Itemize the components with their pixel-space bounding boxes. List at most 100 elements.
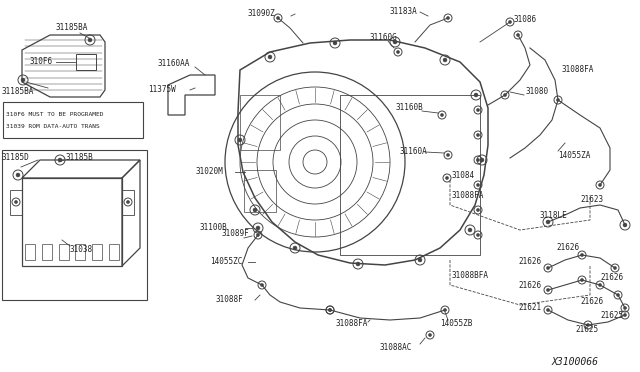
Bar: [76, 54, 96, 70]
Circle shape: [516, 33, 520, 36]
Text: 31088FA: 31088FA: [335, 318, 367, 327]
Text: 14055ZB: 14055ZB: [440, 318, 472, 327]
Text: 31160AA: 31160AA: [158, 60, 190, 68]
Text: X3100066: X3100066: [552, 357, 598, 367]
Text: 31160G: 31160G: [370, 33, 397, 42]
Text: 31039 ROM DATA-AUTO TRANS: 31039 ROM DATA-AUTO TRANS: [6, 124, 100, 128]
Circle shape: [445, 176, 449, 180]
Text: 31089F: 31089F: [222, 228, 250, 237]
Circle shape: [356, 262, 360, 266]
Text: 21626: 21626: [518, 280, 541, 289]
Circle shape: [580, 253, 584, 257]
Circle shape: [476, 183, 479, 187]
Text: 31160A: 31160A: [400, 148, 428, 157]
Circle shape: [598, 283, 602, 286]
Circle shape: [443, 58, 447, 62]
Circle shape: [468, 228, 472, 232]
Bar: [92, 244, 102, 260]
Circle shape: [476, 208, 479, 212]
Circle shape: [127, 201, 129, 203]
Circle shape: [428, 333, 431, 337]
Bar: [76, 244, 85, 260]
Text: 31185BA: 31185BA: [56, 23, 88, 32]
Text: 21623: 21623: [580, 196, 603, 205]
Bar: [25, 244, 35, 260]
Circle shape: [580, 278, 584, 282]
Circle shape: [623, 313, 627, 317]
Circle shape: [547, 288, 550, 292]
Text: 31086: 31086: [513, 16, 536, 25]
Text: 3118LE: 3118LE: [540, 211, 568, 219]
Text: 31038: 31038: [70, 246, 93, 254]
Circle shape: [393, 40, 397, 44]
Text: 31088FA: 31088FA: [452, 192, 484, 201]
Text: 21625: 21625: [600, 311, 623, 320]
Circle shape: [88, 38, 92, 42]
Circle shape: [547, 266, 550, 270]
Circle shape: [447, 16, 450, 20]
Bar: [244, 170, 276, 212]
Circle shape: [260, 283, 264, 286]
Text: 31020M: 31020M: [196, 167, 224, 176]
Circle shape: [16, 173, 20, 177]
Circle shape: [257, 233, 260, 237]
Text: 31088AC: 31088AC: [380, 343, 412, 352]
Text: 31080: 31080: [525, 87, 548, 96]
Text: 31185B: 31185B: [65, 153, 93, 161]
Text: 21626: 21626: [580, 298, 603, 307]
Circle shape: [15, 201, 18, 203]
Circle shape: [238, 138, 242, 142]
Circle shape: [253, 208, 257, 212]
Circle shape: [598, 183, 602, 187]
Circle shape: [21, 78, 25, 82]
Bar: [2, 150, 147, 300]
Text: 21626: 21626: [556, 244, 579, 253]
Text: 11375W: 11375W: [148, 86, 176, 94]
Circle shape: [476, 134, 479, 137]
Text: 14055ZA: 14055ZA: [558, 151, 590, 160]
Circle shape: [474, 93, 478, 97]
Text: 31185BA: 31185BA: [1, 87, 33, 96]
Circle shape: [476, 108, 479, 112]
Circle shape: [504, 93, 507, 97]
Text: 31160B: 31160B: [395, 103, 423, 112]
Circle shape: [623, 223, 627, 227]
Text: 310F6: 310F6: [30, 58, 53, 67]
Circle shape: [328, 308, 332, 312]
Text: 31185D: 31185D: [2, 153, 29, 161]
Text: 310F6 MUST TO BE PROGRAMED: 310F6 MUST TO BE PROGRAMED: [6, 112, 104, 116]
Circle shape: [268, 55, 272, 59]
Circle shape: [476, 233, 479, 237]
Circle shape: [440, 113, 444, 116]
Text: 31088F: 31088F: [215, 295, 243, 305]
Text: 31084: 31084: [452, 171, 475, 180]
Text: 31088FA: 31088FA: [562, 65, 595, 74]
Bar: [122, 190, 134, 215]
Circle shape: [623, 307, 627, 310]
Bar: [109, 244, 119, 260]
Circle shape: [333, 41, 337, 45]
Circle shape: [480, 158, 484, 162]
Circle shape: [293, 246, 297, 250]
Bar: [240, 95, 280, 150]
Bar: [59, 244, 68, 260]
Circle shape: [276, 16, 280, 20]
Circle shape: [58, 158, 62, 162]
Circle shape: [444, 308, 447, 312]
Circle shape: [556, 99, 559, 102]
Bar: [10, 190, 22, 215]
Circle shape: [447, 153, 450, 157]
Circle shape: [476, 158, 479, 161]
Circle shape: [328, 308, 332, 312]
Circle shape: [508, 20, 511, 23]
Text: 21625: 21625: [575, 326, 598, 334]
Circle shape: [256, 226, 260, 230]
Text: 21621: 21621: [518, 304, 541, 312]
Circle shape: [396, 50, 399, 54]
Circle shape: [547, 308, 550, 312]
Circle shape: [418, 258, 422, 262]
Bar: [42, 244, 52, 260]
Bar: [22, 178, 122, 266]
Text: 31088BFA: 31088BFA: [452, 270, 489, 279]
Text: 31183A: 31183A: [390, 7, 418, 16]
